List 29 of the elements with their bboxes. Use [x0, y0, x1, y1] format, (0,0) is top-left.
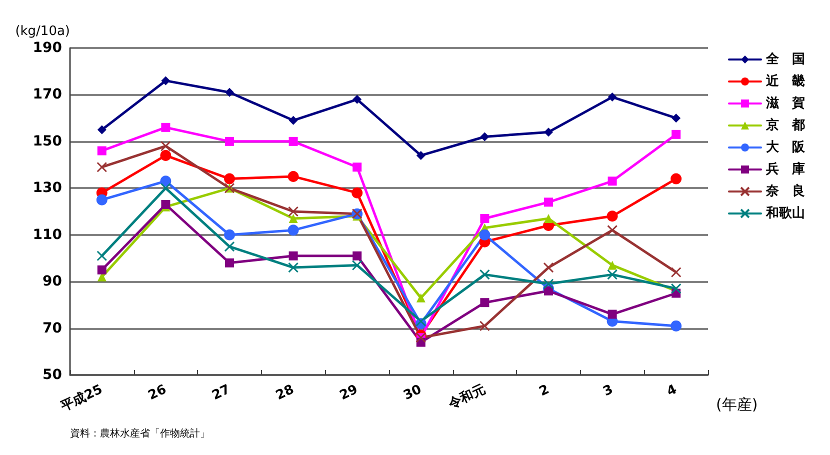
x-tick-label: 26	[146, 382, 169, 404]
y-tick-label: 190	[32, 40, 62, 56]
legend-label: 京 都	[765, 117, 805, 133]
legend-label: 全 国	[765, 52, 805, 67]
legend-label: 兵 庫	[765, 161, 805, 177]
legend-label: 奈 良	[765, 183, 805, 199]
y-tick-label: 150	[32, 133, 62, 150]
x-tick-label: 4	[664, 382, 680, 400]
x-axis-title: (年産)	[716, 396, 758, 414]
y-tick-label: 130	[32, 180, 62, 196]
legend-label: 近 畿	[765, 73, 805, 89]
x-tick-label: 29	[338, 382, 360, 404]
x-tick-label: 令和元	[444, 381, 488, 413]
y-axis-title: (kg/10a)	[15, 24, 70, 39]
x-tick-label: 27	[210, 382, 233, 404]
x-tick-label: 28	[274, 382, 296, 404]
text: 資料：農林水産省「作物統計」	[70, 428, 210, 440]
x-tick-label: 平成25	[58, 382, 106, 415]
x-tick-label: 30	[401, 382, 424, 404]
legend-label: 和歌山	[765, 205, 805, 221]
y-tick-label: 170	[32, 86, 62, 103]
y-tick-label: 90	[42, 274, 62, 290]
legend-label: 滋 賀	[765, 96, 805, 111]
y-tick-label: 110	[32, 226, 62, 243]
x-tick-label: 2	[537, 382, 552, 400]
y-tick-label: 70	[42, 320, 62, 336]
legend-label: 大 阪	[766, 140, 806, 155]
x-tick-label: 3	[600, 382, 616, 400]
y-tick-label: 50	[42, 367, 62, 383]
